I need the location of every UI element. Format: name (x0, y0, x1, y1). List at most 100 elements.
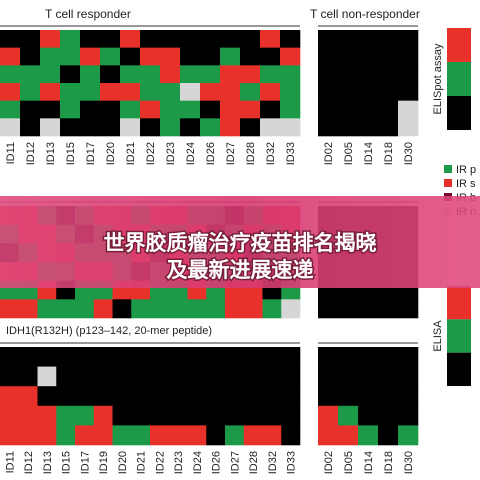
heatmap-cell (240, 83, 261, 101)
column-label: ID14 (363, 142, 375, 165)
heatmap-cell (56, 347, 76, 367)
heatmap-cell (131, 299, 151, 319)
heatmap-cell (378, 299, 399, 319)
heatmap-cell (160, 65, 181, 84)
heatmap-cell (160, 30, 181, 48)
heatmap-cell (75, 425, 95, 446)
heatmap-cell (378, 47, 399, 66)
heatmap-cell (120, 118, 141, 137)
heatmap-cell (80, 100, 101, 119)
heatmap-cell (398, 47, 419, 66)
heatmap-cell (280, 65, 301, 84)
heatmap-cell (168, 347, 188, 367)
heatmap-cell (225, 425, 245, 446)
heatmap-cell (180, 118, 201, 137)
heatmap-cell (150, 299, 170, 319)
heatmap-cell (18, 386, 38, 407)
heatmap-cell (80, 30, 101, 48)
column-label: ID24 (185, 142, 197, 165)
heatmap-cell (160, 100, 181, 119)
heatmap-cell (131, 405, 151, 426)
heatmap-cell (358, 118, 379, 137)
legend-swatch (444, 179, 452, 187)
panel-title: T cell non-responder (310, 7, 420, 21)
scale-segment (447, 96, 471, 130)
heatmap-cell (260, 30, 281, 48)
column-label: ID32 (265, 142, 277, 165)
heatmap-cell (40, 100, 61, 119)
banner (0, 196, 480, 288)
heatmap-cell (187, 347, 207, 367)
column-label: ID17 (85, 142, 97, 165)
heatmap-cell (281, 405, 301, 426)
heatmap-cell (318, 100, 339, 119)
heatmap-cell (378, 347, 399, 367)
heatmap-cell (0, 347, 20, 367)
heatmap-cell (187, 405, 207, 426)
heatmap-cell (338, 299, 359, 319)
heatmap-cell (37, 386, 57, 407)
heatmap-cell (281, 347, 301, 367)
heatmap-cell (225, 386, 245, 407)
heatmap-cell (243, 366, 263, 387)
heatmap-cell (225, 299, 245, 319)
heatmap-cell (262, 347, 282, 367)
heatmap-cell (18, 425, 38, 446)
heatmap-cell (318, 30, 339, 48)
heatmap-cell (100, 100, 121, 119)
heatmap-cell (75, 405, 95, 426)
heatmap-cell (358, 405, 379, 426)
column-label: ID30 (403, 142, 415, 165)
heatmap-cell (358, 366, 379, 387)
heatmap-cell (180, 30, 201, 48)
heatmap-cell (225, 347, 245, 367)
heatmap-cell (243, 299, 263, 319)
heatmap-cell (56, 366, 76, 387)
heatmap-cell (398, 386, 419, 407)
heatmap-cell (112, 386, 132, 407)
banner-text: 世界胶质瘤治疗疫苗排名揭晓 (104, 231, 377, 255)
heatmap-cell (37, 425, 57, 446)
heatmap-cell (398, 118, 419, 137)
legend-swatch (444, 165, 452, 173)
heatmap-cell (378, 386, 399, 407)
heatmap-cell (37, 366, 57, 387)
heatmap-cell (378, 405, 399, 426)
heatmap-cell (150, 405, 170, 426)
heatmap-cell (20, 47, 41, 66)
column-label: ID28 (248, 451, 260, 474)
heatmap-cell (93, 386, 113, 407)
heatmap-cell (358, 65, 379, 84)
heatmap-cell (187, 366, 207, 387)
heatmap-cell (281, 386, 301, 407)
heatmap-cell (260, 65, 281, 84)
heatmap-cell (75, 347, 95, 367)
heatmap-cell (80, 83, 101, 101)
heatmap-cell (40, 65, 61, 84)
scale-segment (447, 28, 471, 62)
heatmap-cell (338, 405, 359, 426)
heatmap-cell (112, 299, 132, 319)
heatmap-cell (0, 386, 20, 407)
column-label: ID20 (105, 142, 117, 165)
heatmap-cell (398, 65, 419, 84)
peptide-label: IDH1(R132H) (p123–142, 20-mer peptide) (6, 325, 212, 337)
heatmap-cell (220, 65, 241, 84)
heatmap-cell (18, 299, 38, 319)
column-label: ID22 (145, 142, 157, 165)
heatmap-cell (37, 347, 57, 367)
heatmap-cell (338, 30, 359, 48)
heatmap-cell (200, 83, 221, 101)
heatmap-cell (280, 30, 301, 48)
heatmap-cell (378, 100, 399, 119)
heatmap-cell (358, 47, 379, 66)
heatmap-cell (0, 65, 21, 84)
heatmap-cell (112, 425, 132, 446)
heatmap-cell (0, 299, 20, 319)
heatmap-cell (243, 405, 263, 426)
heatmap-cell (131, 425, 151, 446)
heatmap-cell (206, 425, 226, 446)
heatmap-cell (150, 347, 170, 367)
column-label: ID32 (267, 451, 279, 474)
heatmap-cell (200, 30, 221, 48)
